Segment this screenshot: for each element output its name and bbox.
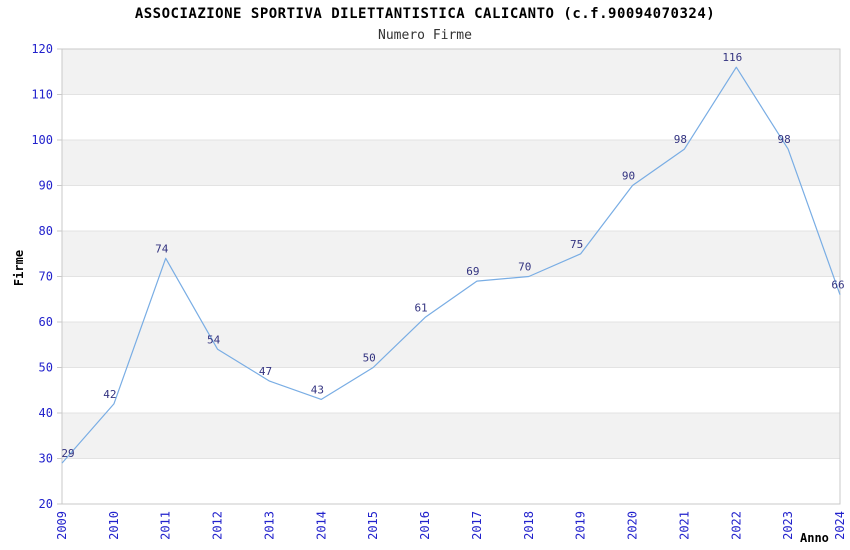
y-tick-label: 40 — [39, 406, 53, 420]
data-label: 61 — [414, 301, 427, 314]
grid-band — [62, 140, 840, 186]
x-tick-label: 2022 — [729, 511, 743, 540]
data-label: 90 — [622, 170, 635, 183]
data-label: 50 — [363, 352, 376, 365]
data-label: 75 — [570, 238, 583, 251]
x-tick-label: 2016 — [418, 511, 432, 540]
data-label: 47 — [259, 365, 272, 378]
x-tick-label: 2018 — [522, 511, 536, 540]
y-axis-title: Firme — [12, 249, 26, 287]
data-label: 43 — [311, 383, 324, 396]
data-label: 42 — [103, 388, 116, 401]
x-tick-label: 2020 — [626, 511, 640, 540]
data-label: 69 — [466, 265, 479, 278]
data-label: 29 — [61, 447, 74, 460]
y-tick-label: 100 — [31, 133, 53, 147]
y-tick-label: 90 — [39, 179, 53, 193]
x-tick-label: 2009 — [55, 511, 69, 540]
y-tick-label: 70 — [39, 270, 53, 284]
y-tick-label: 80 — [39, 224, 53, 238]
x-tick-label: 2014 — [314, 511, 328, 540]
x-tick-label: 2019 — [574, 511, 588, 540]
x-tick-label: 2021 — [677, 511, 691, 540]
x-tick-label: 2024 — [833, 511, 847, 540]
x-tick-label: 2010 — [107, 511, 121, 540]
data-label: 98 — [674, 133, 687, 146]
y-tick-label: 120 — [31, 42, 53, 56]
data-label: 74 — [155, 242, 169, 255]
y-tick-label: 30 — [39, 452, 53, 466]
x-tick-label: 2017 — [470, 511, 484, 540]
data-label: 54 — [207, 333, 221, 346]
y-tick-label: 110 — [31, 88, 53, 102]
x-axis-title: Anno — [800, 531, 829, 545]
chart-title: ASSOCIAZIONE SPORTIVA DILETTANTISTICA CA… — [134, 6, 716, 22]
grid-band — [62, 49, 840, 95]
data-label: 116 — [722, 51, 742, 64]
x-tick-label: 2012 — [211, 511, 225, 540]
data-label: 66 — [831, 279, 844, 292]
grid-band — [62, 413, 840, 459]
grid-band — [62, 322, 840, 368]
data-label: 98 — [778, 133, 791, 146]
x-tick-label: 2013 — [262, 511, 276, 540]
y-tick-label: 20 — [39, 497, 53, 511]
x-tick-label: 2015 — [366, 511, 380, 540]
y-tick-label: 60 — [39, 315, 53, 329]
data-label: 70 — [518, 261, 531, 274]
data-line — [61, 66, 841, 464]
x-tick-label: 2011 — [159, 511, 173, 540]
y-tick-label: 50 — [39, 361, 53, 375]
grid-band — [62, 231, 840, 277]
chart-subtitle: Numero Firme — [378, 28, 472, 43]
x-tick-label: 2023 — [781, 511, 795, 540]
